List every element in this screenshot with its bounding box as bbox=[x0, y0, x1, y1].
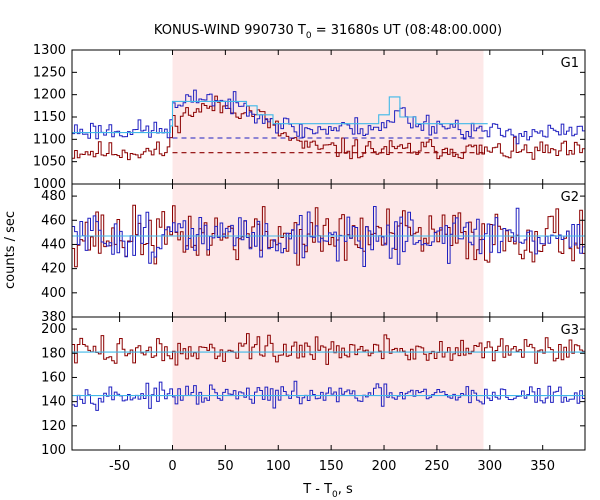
x-axis-label: T - T0, s bbox=[302, 482, 353, 500]
x-tick-label: 0 bbox=[168, 459, 176, 474]
panel-label-g1: G1 bbox=[561, 56, 579, 71]
y-tick-label: 1100 bbox=[33, 132, 66, 147]
y-tick-label: 160 bbox=[41, 370, 66, 385]
x-tick-label: 250 bbox=[425, 459, 450, 474]
y-tick-label: 100 bbox=[41, 443, 66, 458]
chart-title: KONUS-WIND 990730 T0 = 31680s UT (08:48:… bbox=[154, 23, 502, 41]
series-dark-red-g3 bbox=[72, 333, 585, 366]
x-tick-label: 50 bbox=[217, 459, 234, 474]
x-tick-label: -50 bbox=[109, 459, 130, 474]
y-tick-label: 460 bbox=[41, 213, 66, 228]
fit-line-g1-0 bbox=[72, 96, 488, 134]
y-axis-label: counts / sec bbox=[3, 211, 18, 289]
y-tick-label: 1200 bbox=[33, 88, 66, 103]
panels-group: 1000105011001150120012501300G13804004204… bbox=[33, 43, 586, 474]
x-tick-label: 200 bbox=[372, 459, 397, 474]
panel-plot-area bbox=[72, 89, 585, 161]
y-tick-label: 120 bbox=[41, 419, 66, 434]
y-tick-label: 1150 bbox=[33, 110, 66, 125]
x-tick-label: 300 bbox=[477, 459, 502, 474]
y-tick-label: 180 bbox=[41, 346, 66, 361]
y-tick-label: 1000 bbox=[33, 177, 66, 192]
y-tick-label: 380 bbox=[41, 310, 66, 325]
panel-g3: 100 120 140 160 180 200 G3 bbox=[41, 316, 586, 458]
y-tick-label: 480 bbox=[41, 189, 66, 204]
series-dark-red-g1 bbox=[72, 95, 585, 161]
y-tick-label: 1050 bbox=[33, 155, 66, 170]
y-tick-label: 200 bbox=[41, 322, 66, 337]
y-tick-label: 1250 bbox=[33, 65, 66, 80]
x-tick-label: 150 bbox=[319, 459, 344, 474]
series-blue-g2 bbox=[72, 206, 585, 267]
y-tick-label: 440 bbox=[41, 237, 66, 252]
y-tick-label: 420 bbox=[41, 262, 66, 277]
y-tick-label: 140 bbox=[41, 395, 66, 410]
x-tick-label: 100 bbox=[266, 459, 291, 474]
panel-label-g2: G2 bbox=[561, 190, 579, 205]
y-tick-label: 400 bbox=[41, 286, 66, 301]
x-tick-label: 350 bbox=[530, 459, 555, 474]
panel-g1: 1000 1050 1100 1150 1200 1250 1300 G1 bbox=[33, 43, 586, 192]
series-blue-g3 bbox=[72, 380, 585, 411]
panel-plot-area bbox=[72, 333, 585, 411]
burst-interval-shading bbox=[172, 50, 484, 450]
y-tick-label: 1300 bbox=[33, 43, 66, 58]
panel-frame bbox=[71, 316, 586, 451]
series-dark-red-g2 bbox=[72, 204, 585, 268]
panel-label-g3: G3 bbox=[561, 323, 579, 338]
panel-plot-area bbox=[72, 204, 585, 268]
